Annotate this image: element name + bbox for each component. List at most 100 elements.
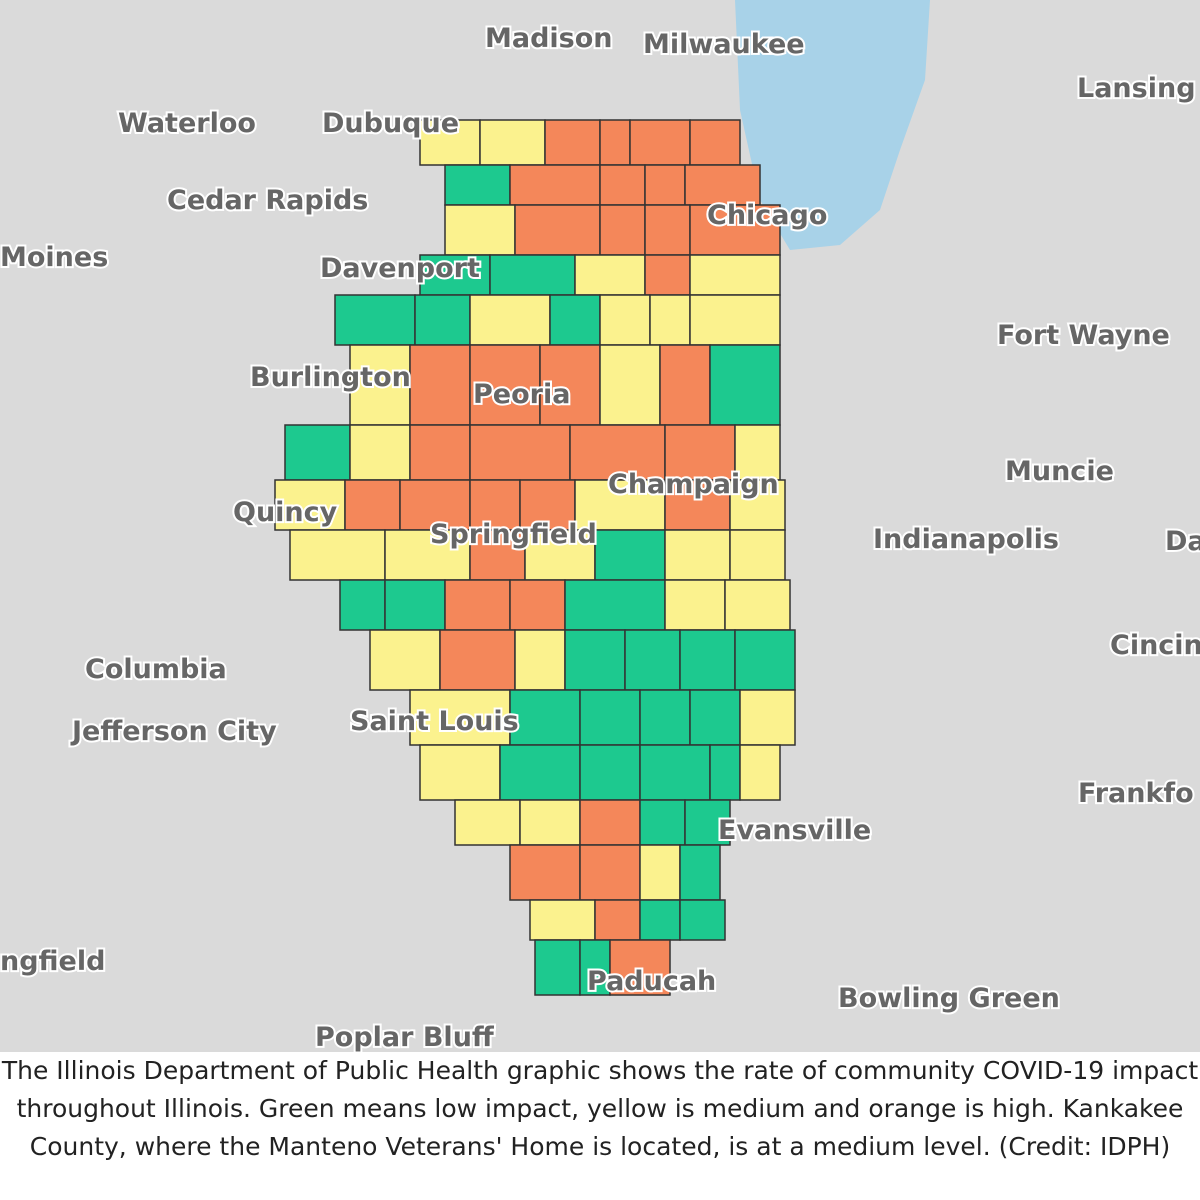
caption: The Illinois Department of Public Health… <box>0 1052 1200 1166</box>
place-label: Cincin <box>1110 630 1200 661</box>
county <box>549 294 601 346</box>
county <box>419 744 501 801</box>
place-label: Fort Wayne <box>997 320 1170 351</box>
county <box>599 294 651 346</box>
place-label: Burlington <box>250 362 411 393</box>
county <box>599 204 646 256</box>
county <box>564 629 626 691</box>
caption-line: The Illinois Department of Public Health… <box>1 1056 1199 1085</box>
county <box>509 844 581 901</box>
county <box>579 689 641 746</box>
place-label: Da <box>1165 526 1200 557</box>
county <box>689 254 781 296</box>
county <box>544 119 601 166</box>
county <box>594 529 666 581</box>
county <box>629 119 691 166</box>
county <box>414 294 471 346</box>
county <box>679 844 721 901</box>
county <box>514 629 566 691</box>
county <box>439 629 516 691</box>
county <box>384 579 446 631</box>
place-label: Poplar Bluff <box>315 1022 495 1052</box>
county <box>689 119 741 166</box>
place-label: Bowling Green <box>838 983 1060 1014</box>
county <box>419 254 491 296</box>
map: Madison Milwaukee Lansing Waterloo Dubuq… <box>0 0 1200 1052</box>
county <box>349 344 411 426</box>
place-label: Saint Louis <box>350 706 519 737</box>
county <box>739 689 796 746</box>
county <box>599 119 631 166</box>
county <box>444 164 511 206</box>
county <box>639 689 691 746</box>
county <box>469 479 521 531</box>
place-label: Indianapolis <box>873 524 1059 555</box>
place-label: Champaign <box>608 469 779 500</box>
county <box>739 744 781 801</box>
county <box>579 799 641 846</box>
county <box>409 344 471 426</box>
place-label: Moines <box>0 242 108 273</box>
county <box>709 744 741 801</box>
county <box>514 204 601 256</box>
county <box>729 479 786 531</box>
county <box>479 119 546 166</box>
county <box>574 254 646 296</box>
county <box>729 529 786 581</box>
place-label: Davenport <box>320 253 480 284</box>
county <box>574 479 666 531</box>
county <box>724 579 791 631</box>
county <box>594 899 641 941</box>
county <box>524 529 596 581</box>
place-label: Chicago <box>707 200 827 231</box>
county <box>419 119 481 166</box>
county <box>289 529 386 581</box>
county <box>469 424 571 481</box>
county <box>579 844 641 901</box>
place-label: Paducah <box>587 966 716 997</box>
county <box>444 579 511 631</box>
county <box>334 294 416 346</box>
county <box>509 689 581 746</box>
place-label: Frankfo <box>1078 778 1194 809</box>
county <box>609 939 671 996</box>
county <box>579 939 611 996</box>
county <box>454 799 521 846</box>
county <box>599 164 646 206</box>
county <box>639 899 681 941</box>
county <box>409 689 511 746</box>
county <box>469 294 551 346</box>
caption-line: County, where the Manteno Veterans' Home… <box>29 1132 1171 1161</box>
place-label: Columbia <box>85 654 227 685</box>
caption-line: throughout Illinois. Green means low imp… <box>16 1094 1184 1123</box>
county <box>734 629 796 691</box>
county <box>344 479 401 531</box>
county <box>564 579 666 631</box>
county <box>409 424 471 481</box>
county <box>369 629 441 691</box>
county <box>519 479 576 531</box>
place-label: Madison <box>485 23 613 54</box>
county <box>469 344 541 426</box>
county <box>679 899 726 941</box>
county <box>644 164 686 206</box>
county <box>689 294 781 346</box>
place-label: Springfield <box>430 519 597 550</box>
place-label: Waterloo <box>118 108 256 139</box>
place-label: Peoria <box>473 379 570 410</box>
place-label: Jefferson City <box>70 716 277 747</box>
county <box>339 579 386 631</box>
place-label: ngfield <box>0 946 105 977</box>
county <box>489 254 576 296</box>
county <box>639 744 711 801</box>
county <box>444 204 516 256</box>
county <box>664 529 731 581</box>
county <box>644 254 691 296</box>
county <box>689 689 741 746</box>
place-label: Cedar Rapids <box>167 185 368 216</box>
county <box>349 424 411 481</box>
place-label: Lansing <box>1077 73 1196 104</box>
county <box>384 529 471 581</box>
county <box>624 629 681 691</box>
place-label: Quincy <box>233 497 338 528</box>
